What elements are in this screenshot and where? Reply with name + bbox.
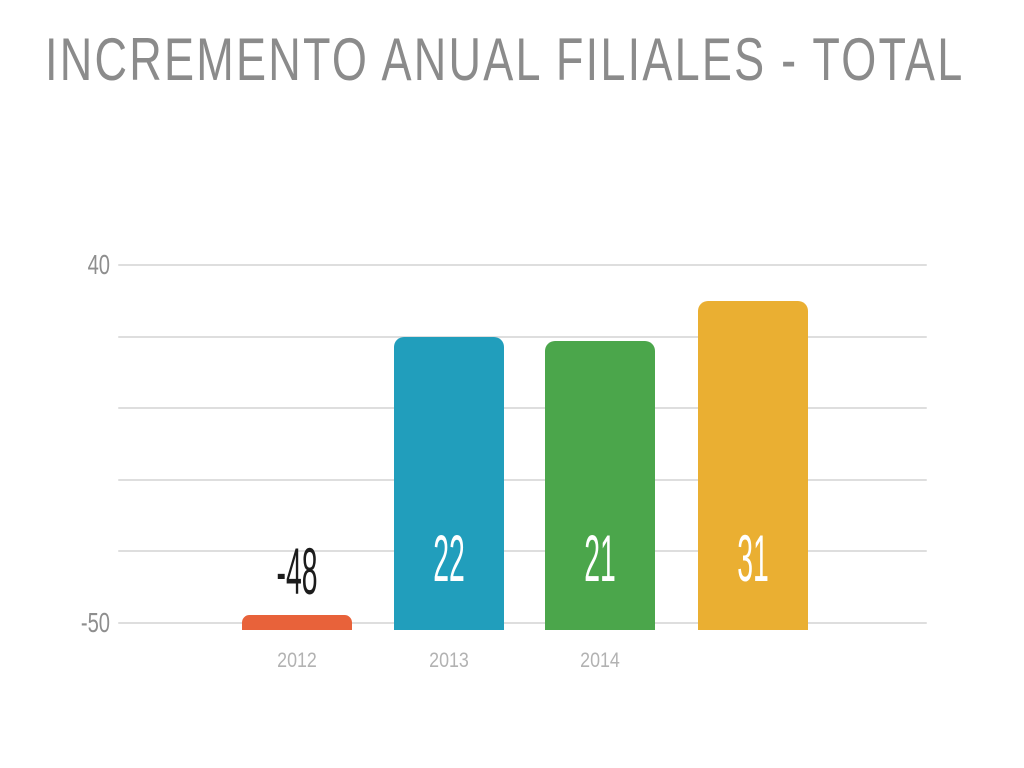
bar-2012 <box>242 615 352 630</box>
y-axis-tick-bottom: -50 <box>80 607 110 638</box>
bar-col-4 <box>697 300 808 630</box>
gridline-4 <box>118 407 927 410</box>
x-axis-label-2013: 2013 <box>428 648 469 672</box>
chart-title: INCREMENTO ANUAL FILIALES - TOTAL <box>45 26 965 93</box>
gridline--14 <box>118 478 927 481</box>
value-label-21: 21 <box>584 520 616 595</box>
bar-2014 <box>545 340 655 630</box>
bar-2013 <box>393 336 504 630</box>
value-label--48: -48 <box>276 534 318 609</box>
x-axis-label-2014: 2014 <box>580 648 620 672</box>
value-label-22: 22 <box>432 520 465 595</box>
gridline-40 <box>118 264 927 266</box>
value-label-31: 31 <box>736 520 769 595</box>
x-axis-label-2012: 2012 <box>277 648 317 672</box>
y-axis-tick-top: 40 <box>87 249 110 280</box>
gridline--32 <box>118 550 927 553</box>
gridline--50 <box>118 622 927 624</box>
gridline-22 <box>118 335 927 338</box>
